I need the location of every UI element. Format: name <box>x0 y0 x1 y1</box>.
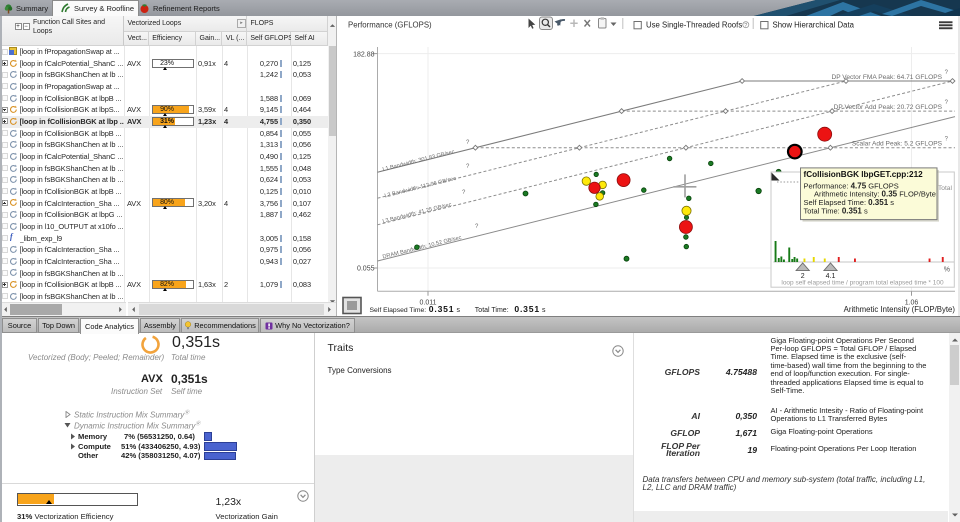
svg-text:Performance (GFLOPS): Performance (GFLOPS) <box>348 21 432 30</box>
svg-text:?: ? <box>945 100 949 106</box>
svg-text:DP Vector Add Peak: 20.72 GFLO: DP Vector Add Peak: 20.72 GFLOPS <box>834 104 943 111</box>
svg-text:0.351: 0.351 <box>514 304 540 314</box>
svg-text:0.351: 0.351 <box>429 304 455 314</box>
svg-text:Arithmetic Intensity (FLOP/Byt: Arithmetic Intensity (FLOP/Byte) <box>844 305 956 314</box>
svg-text:0.055: 0.055 <box>357 266 375 273</box>
svg-text:DP Vector FMA Peak: 64.71 GFLO: DP Vector FMA Peak: 64.71 GFLOPS <box>831 74 942 81</box>
svg-text:?: ? <box>744 23 747 29</box>
svg-text:Self Elapsed Time:: Self Elapsed Time: <box>370 307 427 314</box>
svg-text:%: % <box>944 267 950 274</box>
svg-text:Show Hierarchical Data: Show Hierarchical Data <box>773 21 855 30</box>
svg-text:Total: Total <box>938 185 952 192</box>
svg-text:?: ? <box>462 190 466 196</box>
svg-text:Total Time: 0.351 s: Total Time: 0.351 s <box>804 206 868 215</box>
svg-text:Use Single-Threaded Roofs: Use Single-Threaded Roofs <box>646 21 742 30</box>
svg-text:s: s <box>457 307 461 314</box>
svg-text:2: 2 <box>801 273 805 280</box>
svg-text:182.88: 182.88 <box>353 51 375 58</box>
svg-text:?: ? <box>466 140 470 146</box>
svg-text:loop self elapsed time / progr: loop self elapsed time / program total e… <box>781 280 944 287</box>
svg-text:Arithmetic Intensity: 0.35 FLO: Arithmetic Intensity: 0.35 FLOP/Byte <box>814 190 936 199</box>
svg-text:?: ? <box>475 224 479 230</box>
svg-text:s: s <box>542 307 546 314</box>
svg-text:Scalar Add Peak: 5.2 GFLOPS: Scalar Add Peak: 5.2 GFLOPS <box>852 141 943 148</box>
svg-text:fCollisionBGK lbpGET.cpp:212: fCollisionBGK lbpGET.cpp:212 <box>804 170 924 179</box>
svg-text:?: ? <box>945 137 949 143</box>
svg-text:?: ? <box>466 164 470 170</box>
svg-text:1.06: 1.06 <box>905 300 919 307</box>
svg-text:0.011: 0.011 <box>420 300 437 307</box>
svg-text:Performance: 4.75 GFLOPS: Performance: 4.75 GFLOPS <box>804 181 899 190</box>
svg-text:Self Elapsed Time: 0.351 s: Self Elapsed Time: 0.351 s <box>804 198 895 207</box>
svg-text:?: ? <box>945 70 949 76</box>
svg-text:4.1: 4.1 <box>826 273 836 280</box>
svg-text:Total Time:: Total Time: <box>475 307 509 314</box>
